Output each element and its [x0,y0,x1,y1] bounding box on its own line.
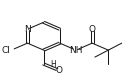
Text: O: O [55,66,62,75]
Text: H: H [50,60,56,69]
Text: N: N [24,25,31,34]
Text: O: O [89,25,96,34]
Text: NH: NH [69,46,83,55]
Text: Cl: Cl [2,46,11,55]
